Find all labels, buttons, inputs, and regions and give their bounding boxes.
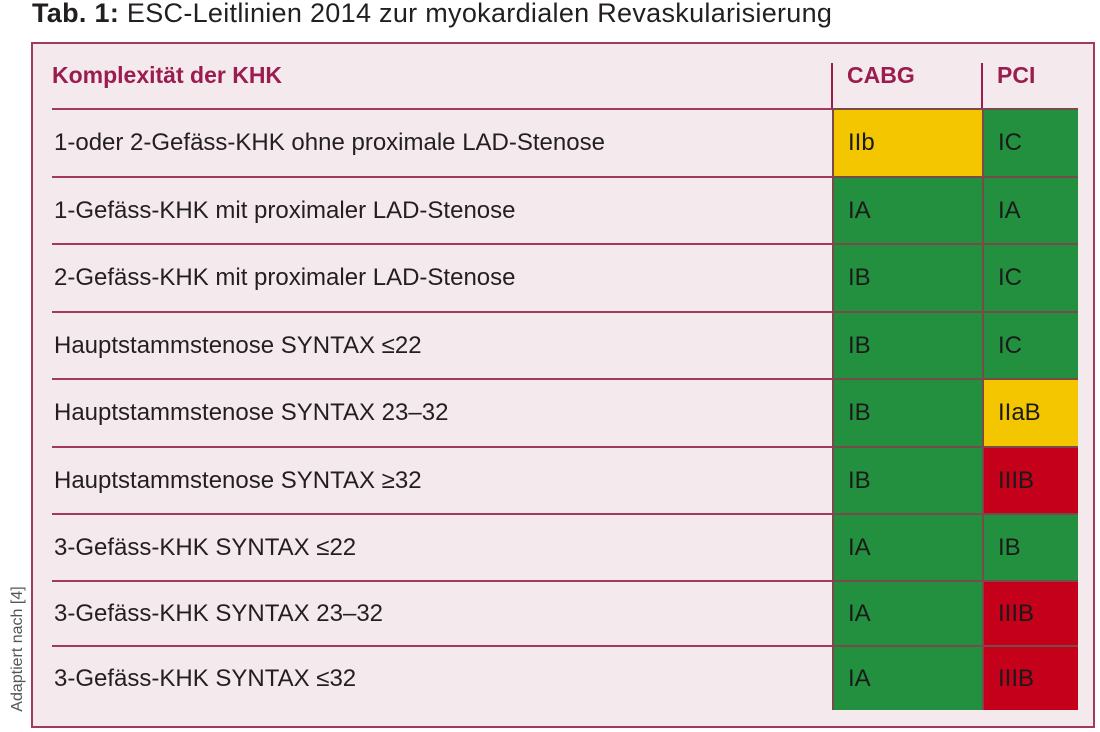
row-label: 3-Gefäss-KHK SYNTAX ≤32: [52, 645, 832, 710]
cabg-cell: IIb: [832, 108, 982, 176]
table-row: 1-oder 2-Gefäss-KHK ohne proximale LAD-S…: [52, 108, 1078, 176]
table-number: Tab. 1:: [32, 0, 120, 28]
header-divider: [831, 63, 833, 110]
guideline-table: Komplexität der KHK CABG PCI 1-oder 2-Ge…: [31, 42, 1095, 728]
cabg-cell: IB: [832, 243, 982, 311]
table-row: Hauptstammstenose SYNTAX ≤22 IB IC: [52, 311, 1078, 378]
table-row: 2-Gefäss-KHK mit proximaler LAD-Stenose …: [52, 243, 1078, 311]
cabg-cell: IB: [832, 378, 982, 446]
table-row: 3-Gefäss-KHK SYNTAX ≤32 IA IIIB: [52, 645, 1078, 710]
row-label: 3-Gefäss-KHK SYNTAX ≤22: [52, 513, 832, 580]
pci-cell: IIIB: [982, 446, 1078, 513]
row-label: Hauptstammstenose SYNTAX ≥32: [52, 446, 832, 513]
row-label: 1-oder 2-Gefäss-KHK ohne proximale LAD-S…: [52, 108, 832, 176]
source-note: Adaptiert nach [4]: [9, 586, 26, 712]
table-row: 1-Gefäss-KHK mit proximaler LAD-Stenose …: [52, 176, 1078, 243]
cabg-cell: IB: [832, 446, 982, 513]
header-pci: PCI: [997, 62, 1036, 88]
table-row: 3-Gefäss-KHK SYNTAX ≤22 IA IB: [52, 513, 1078, 580]
row-label: 2-Gefäss-KHK mit proximaler LAD-Stenose: [52, 243, 832, 311]
table-row: 3-Gefäss-KHK SYNTAX 23–32 IA IIIB: [52, 580, 1078, 645]
table-title: Tab. 1: ESC-Leitlinien 2014 zur myokardi…: [32, 0, 832, 29]
pci-cell: IIaB: [982, 378, 1078, 446]
pci-cell: IC: [982, 243, 1078, 311]
header-complexity: Komplexität der KHK: [52, 62, 283, 88]
row-label: 1-Gefäss-KHK mit proximaler LAD-Stenose: [52, 176, 832, 243]
pci-cell: IIIB: [982, 645, 1078, 710]
cabg-cell: IB: [832, 311, 982, 378]
row-label: Hauptstammstenose SYNTAX ≤22: [52, 311, 832, 378]
header-divider: [981, 63, 983, 110]
pci-cell: IB: [982, 513, 1078, 580]
cabg-cell: IA: [832, 580, 982, 645]
pci-cell: IC: [982, 311, 1078, 378]
table-row: Hauptstammstenose SYNTAX 23–32 IB IIaB: [52, 378, 1078, 446]
cabg-cell: IA: [832, 513, 982, 580]
table-row: Hauptstammstenose SYNTAX ≥32 IB IIIB: [52, 446, 1078, 513]
cabg-cell: IA: [832, 645, 982, 710]
row-label: 3-Gefäss-KHK SYNTAX 23–32: [52, 580, 832, 645]
cabg-cell: IA: [832, 176, 982, 243]
table-caption: ESC-Leitlinien 2014 zur myokardialen Rev…: [119, 0, 833, 28]
pci-cell: IC: [982, 108, 1078, 176]
pci-cell: IIIB: [982, 580, 1078, 645]
row-label: Hauptstammstenose SYNTAX 23–32: [52, 378, 832, 446]
pci-cell: IA: [982, 176, 1078, 243]
header-cabg: CABG: [847, 62, 915, 88]
